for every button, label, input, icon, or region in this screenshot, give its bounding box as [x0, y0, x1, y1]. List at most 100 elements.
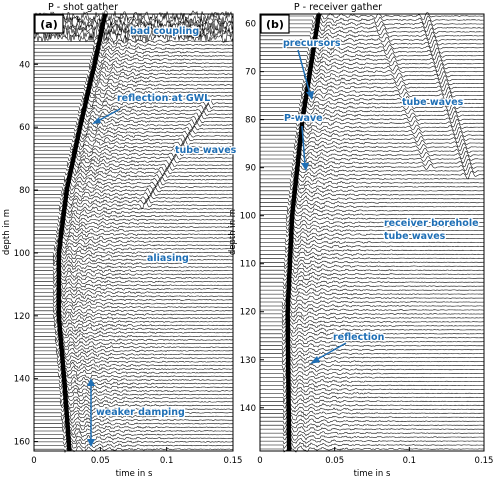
arrow-precursors-head	[306, 91, 314, 100]
trace	[260, 223, 485, 230]
trace	[34, 332, 233, 342]
trace	[34, 182, 234, 192]
arrow-reflection	[315, 342, 347, 361]
trace	[34, 41, 234, 51]
trace	[34, 146, 233, 156]
y-tick-label: 80	[245, 116, 256, 126]
trace	[34, 379, 234, 388]
trace	[260, 250, 485, 259]
trace	[260, 83, 485, 92]
trace	[260, 39, 485, 49]
trace	[34, 176, 234, 184]
x-tick-label: 0.1	[403, 456, 417, 466]
trace	[260, 63, 485, 72]
panel-a-frame	[33, 13, 234, 452]
x-tick-label: 0.15	[475, 456, 494, 466]
trace	[260, 166, 484, 176]
trace	[34, 62, 233, 71]
trace	[34, 318, 234, 327]
trace	[34, 259, 234, 268]
trace	[260, 12, 485, 20]
trace	[260, 291, 484, 298]
trace	[34, 36, 234, 45]
trace	[260, 294, 485, 302]
trace	[34, 121, 234, 129]
trace	[260, 335, 485, 342]
arrow-damping-head-top	[87, 378, 95, 386]
trace	[260, 135, 484, 144]
trace	[260, 321, 485, 330]
trace	[260, 226, 484, 235]
trace	[34, 150, 234, 158]
trace	[260, 15, 484, 25]
trace	[34, 179, 234, 188]
trace	[34, 263, 234, 272]
trace	[34, 172, 234, 181]
y-tick-label: 160	[14, 438, 30, 448]
trace	[33, 13, 234, 26]
trace	[260, 190, 485, 199]
trace	[34, 273, 234, 283]
trace	[34, 424, 234, 432]
trace	[34, 70, 234, 79]
trace	[260, 263, 485, 270]
trace	[260, 362, 484, 370]
trace	[260, 354, 484, 363]
ann-bad-coupling: bad coupling	[130, 26, 199, 37]
trace	[34, 292, 234, 301]
x-tick-label: 0	[257, 456, 262, 466]
trace	[34, 302, 233, 312]
trace	[260, 211, 484, 220]
x-tick-label: 0	[31, 456, 36, 466]
y-tick-label: 130	[240, 356, 256, 366]
trace	[260, 437, 485, 445]
trace	[260, 75, 485, 85]
trace	[260, 398, 485, 405]
trace	[260, 417, 485, 425]
trace	[260, 59, 485, 69]
arrow-damping-head-bottom	[87, 439, 95, 447]
trace	[34, 109, 234, 118]
trace	[34, 307, 234, 316]
trace	[34, 216, 234, 224]
y-tick-label: 110	[240, 260, 256, 270]
trace	[34, 106, 234, 115]
trace	[34, 114, 234, 122]
panel-a-ylabel: depth in m	[2, 209, 12, 255]
arrow-pwave-head	[301, 163, 309, 171]
x-tick-label: 0.15	[224, 456, 243, 466]
trace	[260, 298, 485, 306]
trace	[260, 95, 485, 104]
trace	[260, 142, 485, 152]
trace	[260, 43, 485, 53]
trace	[34, 252, 234, 262]
trace	[34, 242, 234, 250]
trace	[260, 421, 484, 430]
trace	[260, 400, 484, 410]
panel-a-label: (a)	[40, 18, 57, 31]
trace	[34, 168, 234, 177]
arrow-gwl-head	[92, 117, 101, 124]
trace	[34, 335, 234, 344]
trace	[260, 246, 485, 254]
trace	[260, 306, 485, 314]
trace	[260, 130, 484, 140]
trace	[260, 19, 485, 29]
trace	[260, 27, 484, 37]
trace	[34, 368, 234, 378]
trace	[260, 377, 485, 386]
trace	[33, 20, 234, 33]
trace	[260, 409, 484, 418]
trace	[260, 23, 485, 33]
trace	[260, 369, 485, 378]
trace	[260, 433, 485, 441]
trace	[260, 267, 485, 275]
trace	[34, 131, 234, 140]
y-tick-label: 90	[245, 164, 256, 174]
trace	[260, 70, 485, 80]
trace	[34, 98, 234, 108]
trace	[34, 164, 234, 173]
trace	[34, 365, 233, 373]
trace	[34, 296, 233, 304]
arrow-gwl	[95, 108, 121, 123]
